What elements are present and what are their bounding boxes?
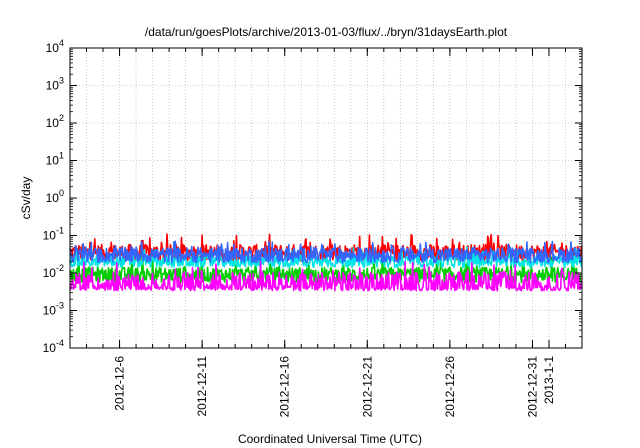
y-tick-label: 10-1 <box>43 226 64 243</box>
series-line <box>69 254 583 283</box>
y-tick-label: 10-4 <box>43 338 64 355</box>
y-tick-label: 104 <box>46 38 64 55</box>
y-tick-label: 10-2 <box>43 263 64 280</box>
x-tick-label: 2012-12-31 <box>525 356 539 418</box>
series-line <box>69 260 583 292</box>
series-lines <box>69 233 583 292</box>
x-tick-label: 2012-12-26 <box>443 356 457 418</box>
x-tick-label: 2012-12-6 <box>113 356 127 411</box>
axis-ticks: 10-4 10-3 10-2 10-1 100 101 102 103 104 2012-12-6… <box>43 38 583 418</box>
x-tick-label: 2012-12-21 <box>360 356 374 418</box>
y-tick-label: 102 <box>46 113 64 130</box>
y-tick-label: 10-3 <box>43 301 64 318</box>
x-tick-label: 2012-12-16 <box>278 356 292 418</box>
grid <box>70 48 582 348</box>
x-axis-label: Coordinated Universal Time (UTC) <box>238 432 422 446</box>
y-axis-label: cSv/day <box>19 177 33 220</box>
series-line <box>69 240 583 264</box>
y-tick-label: 100 <box>46 188 64 205</box>
x-tick-label: 2013-1-1 <box>542 356 556 404</box>
chart-title: /data/run/goesPlots/archive/2013-01-03/f… <box>145 25 508 39</box>
y-tick-label: 103 <box>46 76 64 93</box>
y-tick-label: 101 <box>46 151 64 168</box>
x-tick-label: 2012-12-11 <box>195 356 209 417</box>
